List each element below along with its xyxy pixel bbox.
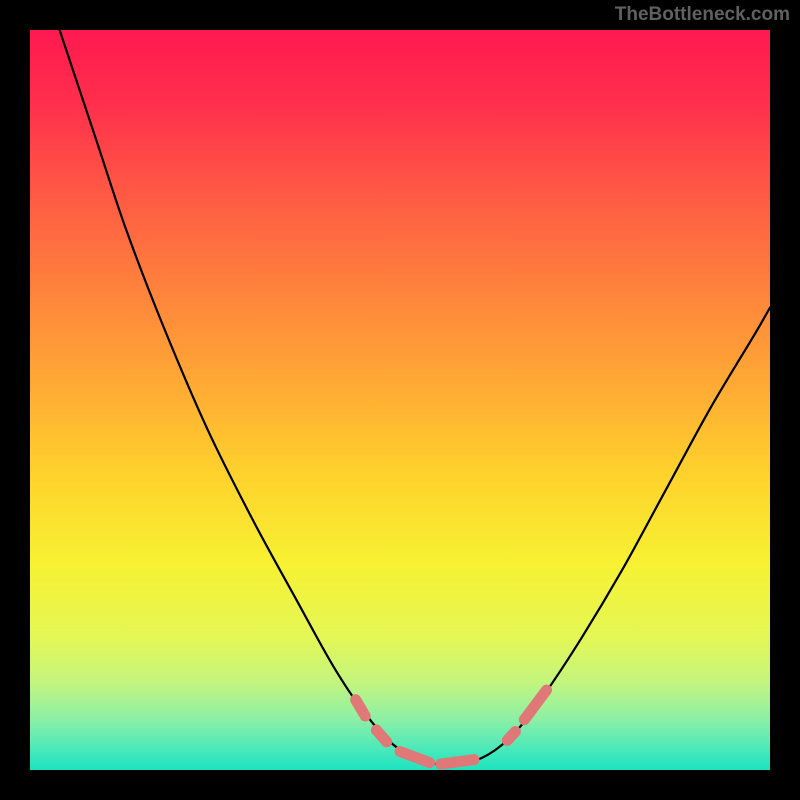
chart-stage: TheBottleneck.com [0,0,800,800]
bottleneck-chart [0,0,800,800]
plot-background [30,30,770,770]
marker-dash [376,730,386,742]
marker-dash [441,760,474,764]
marker-dash [507,732,515,741]
